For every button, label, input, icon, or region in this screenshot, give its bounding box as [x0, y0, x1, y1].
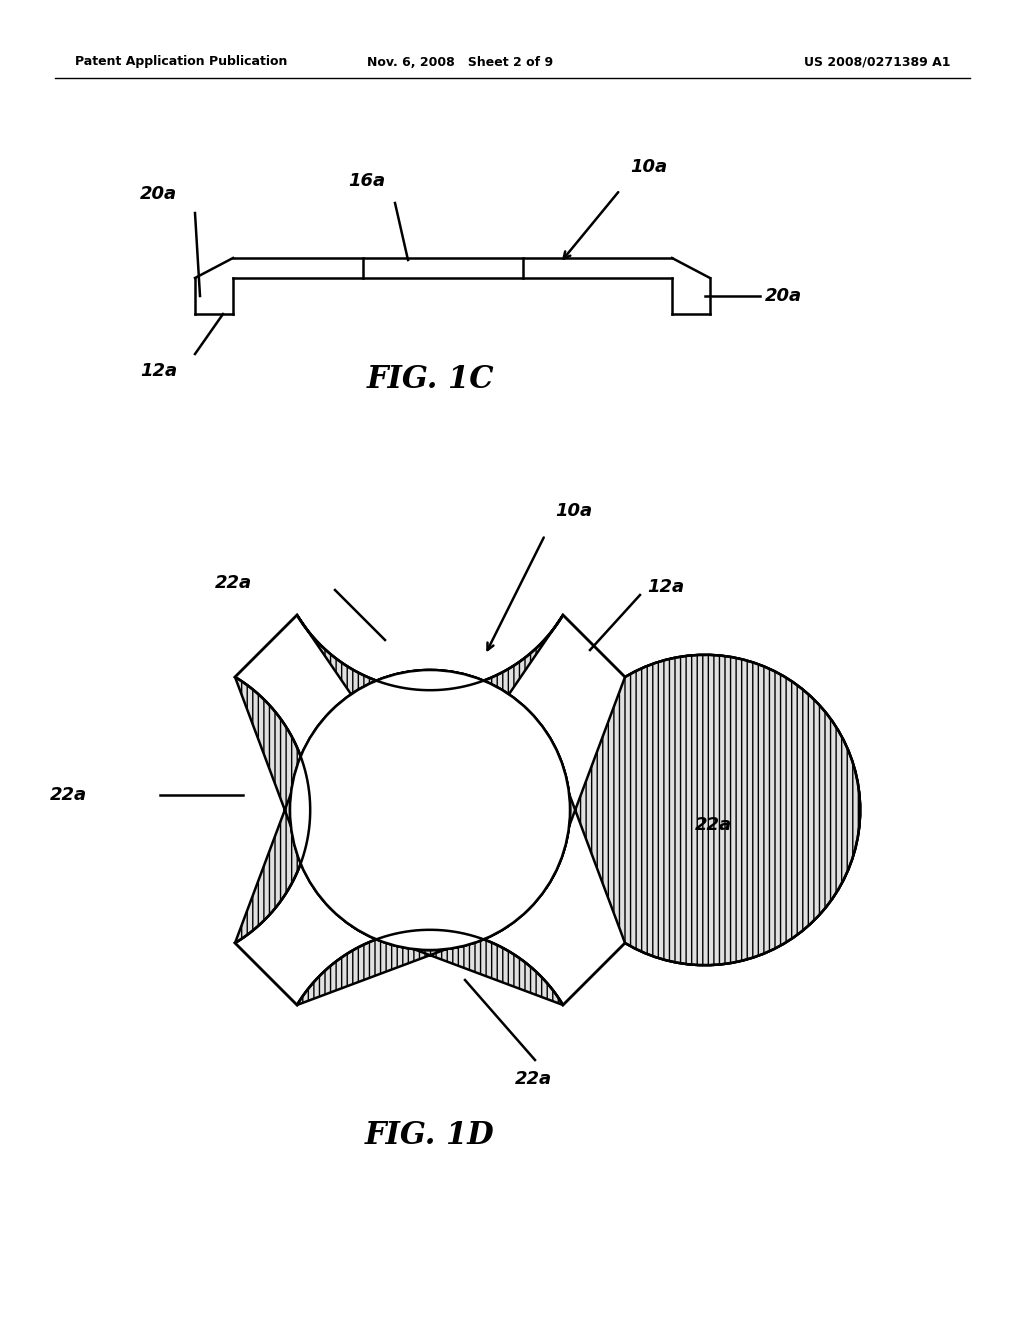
Text: 22a: 22a: [515, 1071, 552, 1088]
Polygon shape: [546, 655, 860, 965]
Text: 22a: 22a: [215, 574, 252, 591]
Text: 20a: 20a: [140, 185, 177, 203]
Polygon shape: [297, 615, 563, 694]
Polygon shape: [297, 925, 563, 1005]
Text: 12a: 12a: [140, 362, 177, 380]
Text: 22a: 22a: [50, 785, 87, 804]
Text: 16a: 16a: [348, 172, 385, 190]
Polygon shape: [234, 615, 860, 1005]
Text: 10a: 10a: [555, 502, 592, 520]
Text: 20a: 20a: [765, 286, 802, 305]
Text: FIG. 1C: FIG. 1C: [367, 364, 494, 396]
Circle shape: [290, 671, 570, 950]
Text: US 2008/0271389 A1: US 2008/0271389 A1: [804, 55, 950, 69]
Text: 10a: 10a: [630, 158, 667, 176]
Text: Patent Application Publication: Patent Application Publication: [75, 55, 288, 69]
Text: 12a: 12a: [647, 578, 684, 597]
Circle shape: [290, 671, 570, 950]
Text: Nov. 6, 2008   Sheet 2 of 9: Nov. 6, 2008 Sheet 2 of 9: [367, 55, 553, 69]
Polygon shape: [234, 671, 570, 950]
Text: FIG. 1D: FIG. 1D: [366, 1119, 495, 1151]
Text: 22a: 22a: [695, 816, 732, 834]
